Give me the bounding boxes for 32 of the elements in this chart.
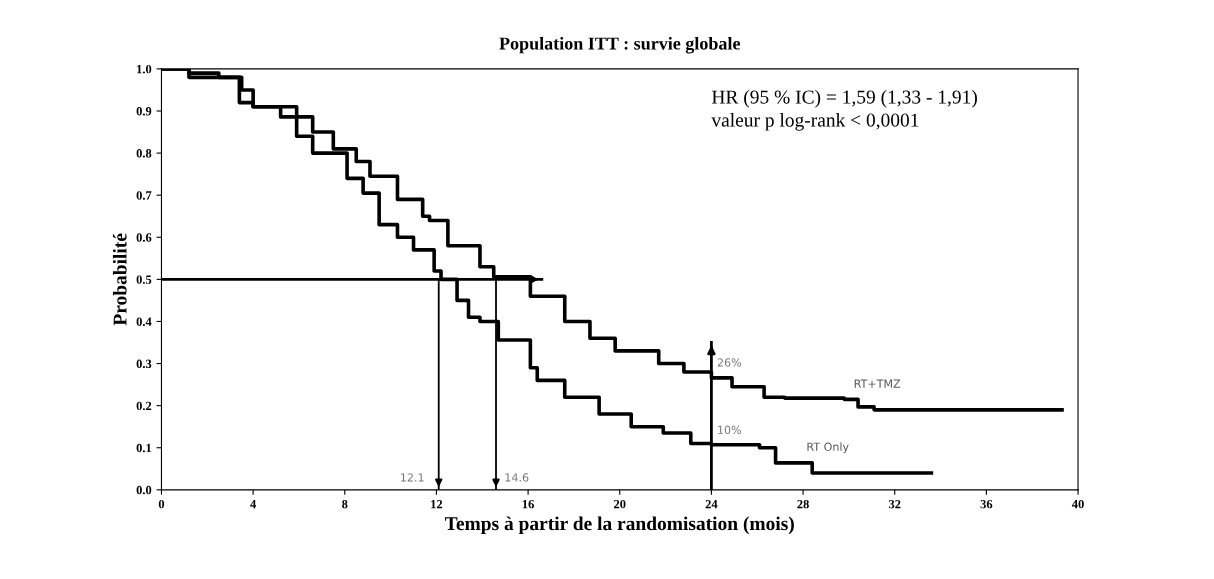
y-tick-label: 0.1 xyxy=(136,443,152,453)
y-tick-label: 0.6 xyxy=(136,233,152,242)
y-tick-label: 0.7 xyxy=(136,191,152,200)
y-tick-label: 1.0 xyxy=(137,64,152,74)
annotation: 10% xyxy=(718,425,742,435)
x-tick-label: 20 xyxy=(614,499,626,509)
y-axis-title: Probabilité xyxy=(112,233,127,326)
y-tick-label: 0.5 xyxy=(136,275,152,284)
x-tick-label: 24 xyxy=(705,499,718,509)
ref-line-label: 14.6 xyxy=(505,473,529,482)
y-tick-label: 0.9 xyxy=(136,107,152,116)
y-tick-label: 0.2 xyxy=(136,401,152,411)
x-tick-label: 28 xyxy=(797,499,809,509)
x-tick-label: 32 xyxy=(888,499,901,509)
y-tick-label: 0.3 xyxy=(136,359,152,369)
x-tick-label: 40 xyxy=(1071,499,1084,509)
ref-line-label: 12.1 xyxy=(401,473,424,482)
annotation: HR (95 % IC) = 1,59 (1,33 - 1,91) valeur p log-rank < 0,0001 xyxy=(711,89,977,131)
y-tick-label: 0.8 xyxy=(136,149,152,158)
x-tick-label: 8 xyxy=(342,499,348,509)
y-tick-label: 0.4 xyxy=(136,317,152,326)
series-label: RT+TMZ xyxy=(854,379,901,388)
x-tick-label: 0 xyxy=(158,499,165,509)
x-tick-label: 36 xyxy=(980,499,993,509)
x-tick-label: 4 xyxy=(250,500,257,509)
annotation: 26% xyxy=(717,358,742,367)
y-tick-label: 0.0 xyxy=(136,485,152,495)
x-axis-title: Temps à partir de la randomisation (mois) xyxy=(445,516,794,535)
x-tick-label: 16 xyxy=(522,499,534,509)
series-label: RT Only xyxy=(807,442,849,454)
chart-title: Population ITT : survie globale xyxy=(499,36,741,54)
x-tick-label: 12 xyxy=(431,499,443,509)
